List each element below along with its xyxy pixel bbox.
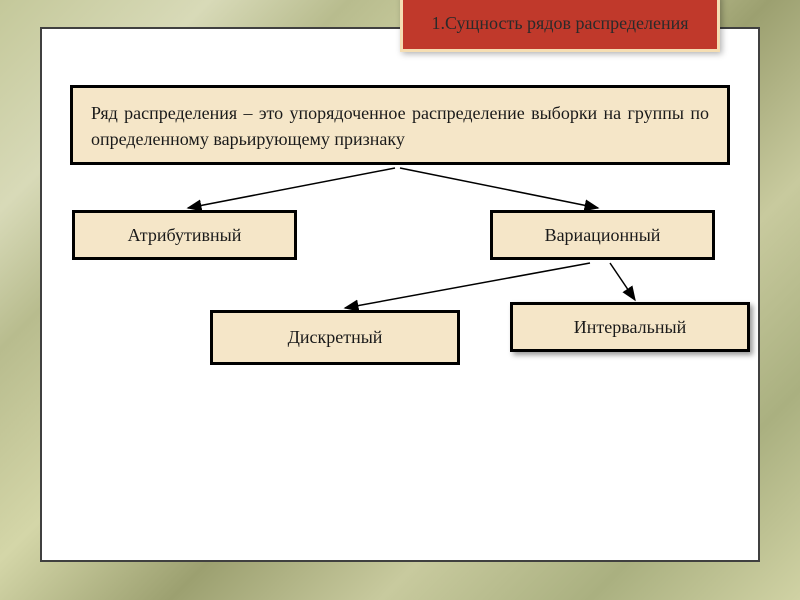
definition-text: Ряд распределения – это упорядоченное ра… xyxy=(91,103,709,149)
node-interval-label: Интервальный xyxy=(574,317,686,338)
node-variational: Вариационный xyxy=(490,210,715,260)
node-interval: Интервальный xyxy=(510,302,750,352)
slide-title-text: 1.Сущность рядов распределения xyxy=(431,12,688,35)
slide-title: 1.Сущность рядов распределения xyxy=(400,0,720,52)
node-attributive-label: Атрибутивный xyxy=(128,225,242,246)
node-discrete: Дискретный xyxy=(210,310,460,365)
definition-box: Ряд распределения – это упорядоченное ра… xyxy=(70,85,730,165)
node-discrete-label: Дискретный xyxy=(288,327,383,348)
node-variational-label: Вариационный xyxy=(545,225,661,246)
node-attributive: Атрибутивный xyxy=(72,210,297,260)
